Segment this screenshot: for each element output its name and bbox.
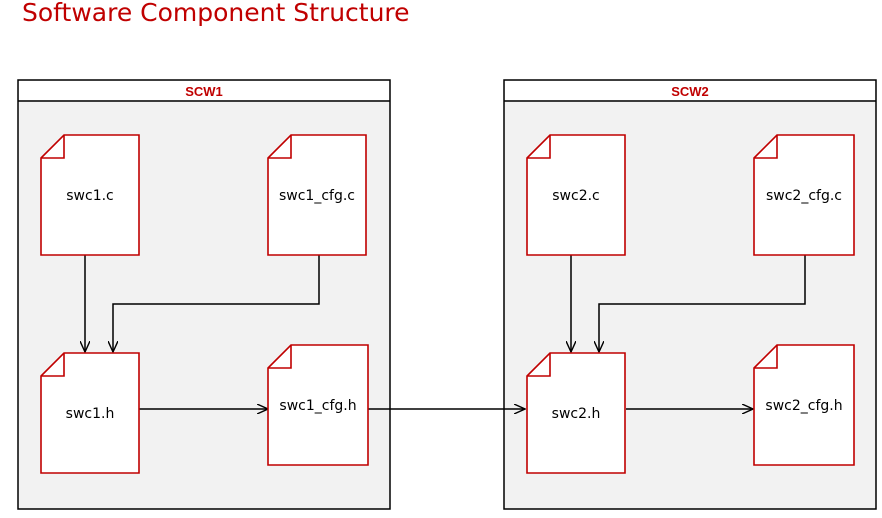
- file-label: swc2.h: [552, 406, 601, 422]
- document-icon: [40, 352, 140, 474]
- file-swc1-c: swc1.c: [40, 134, 140, 256]
- document-icon: [526, 134, 626, 256]
- document-icon: [40, 134, 140, 256]
- file-swc1-cfg-h: swc1_cfg.h: [267, 344, 369, 466]
- document-icon: [267, 134, 367, 256]
- file-swc1-cfg-c: swc1_cfg.c: [267, 134, 367, 256]
- page-title: Software Component Structure: [22, 0, 410, 27]
- document-icon: [753, 134, 855, 256]
- document-fold-icon: [268, 345, 292, 369]
- file-label: swc2_cfg.h: [765, 398, 842, 414]
- document-fold-icon: [41, 135, 65, 159]
- document-fold-icon: [527, 353, 551, 377]
- file-label: swc2_cfg.c: [766, 188, 842, 204]
- arrow-swc1-cfg-c-to-swc1-h: [113, 255, 320, 352]
- file-label: swc1.c: [66, 188, 114, 204]
- file-swc1-h: swc1.h: [40, 352, 140, 474]
- dependency-arrows: [85, 253, 806, 409]
- document-fold-icon: [754, 135, 778, 159]
- component-label: SCW1: [185, 84, 223, 99]
- document-fold-icon: [754, 345, 778, 369]
- file-label: swc1_cfg.h: [279, 398, 356, 414]
- file-swc2-cfg-h: swc2_cfg.h: [753, 344, 855, 466]
- arrow-swc2-cfg-c-to-swc2-h: [599, 255, 806, 352]
- document-icon: [753, 344, 855, 466]
- component-label: SCW2: [671, 84, 709, 99]
- document-icon: [526, 352, 626, 474]
- file-label: swc1_cfg.c: [279, 188, 355, 204]
- file-swc2-cfg-c: swc2_cfg.c: [753, 134, 855, 256]
- document-fold-icon: [41, 353, 65, 377]
- component-header: [505, 81, 875, 100]
- document-fold-icon: [268, 135, 292, 159]
- file-label: swc2.c: [552, 188, 600, 204]
- file-swc2-c: swc2.c: [526, 134, 626, 256]
- file-swc2-h: swc2.h: [526, 352, 626, 474]
- document-fold-icon: [527, 135, 551, 159]
- file-documents: swc1.c swc1_cfg.c swc1.h swc1_cfg.h swc2.c sw…: [40, 134, 855, 474]
- file-label: swc1.h: [66, 406, 115, 422]
- document-icon: [267, 344, 369, 466]
- component-header: [19, 81, 389, 100]
